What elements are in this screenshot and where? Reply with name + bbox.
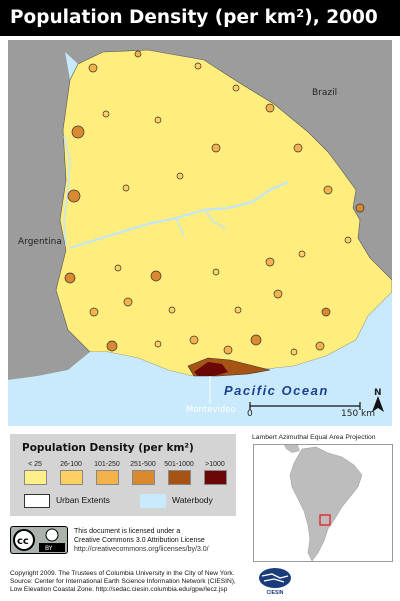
license-text: This document is licensed under a Creati… [74,527,249,554]
footer-source: Source: Center for International Earth S… [10,578,236,586]
ciesin-globe-icon [259,568,291,588]
scale-bar: 0 150 km [247,402,375,419]
main-map: Brazil Argentina Pacific Ocean Montevide… [8,40,392,426]
cc-icon-text: cc [17,536,29,547]
license-url-link[interactable]: http://creativecommons.org/licenses/by/3… [74,546,209,553]
urban-extents-label: Urban Extents [56,495,110,505]
inset-map-canvas [284,445,363,561]
legend-class: >1000 [200,460,230,490]
central-america-shape [284,445,300,453]
license-line-1: This document is licensed under a [74,528,181,535]
legend-class: < 25 [20,460,50,490]
legend-class-swatch [203,470,227,485]
legend-waterbody: Waterbody [140,494,230,508]
inset-locator-map [253,444,393,562]
argentina-land [8,40,90,380]
scale-start-label: 0 [247,409,253,419]
legend-title: Population Density (per km²) [22,442,194,454]
plata-estuary [8,292,392,426]
argentina-label: Argentina [18,237,62,247]
main-map-canvas: Brazil Argentina Pacific Ocean Montevide… [8,40,392,426]
legend-class-label: < 25 [28,461,42,468]
footer-dataset-name: Low Elevation Coastal Zone. [10,586,94,594]
legend-class: 501-1000 [164,460,194,490]
legend-class-label: >1000 [205,461,225,468]
legend-urban-extents: Urban Extents [24,494,124,508]
brazil-land [63,40,392,280]
legend-classes: < 25 26-100 101-250 251-500 501-1000 >10… [20,460,230,490]
footer-credits: Copyright 2009. The Trustees of Columbia… [10,570,255,595]
legend-class: 26-100 [56,460,86,490]
legend-class-label: 101-250 [94,461,120,468]
urban-extents-group [64,50,365,356]
reservoir-branch [175,209,227,237]
waterbody-swatch [140,494,166,508]
legend-class: 251-500 [128,460,158,490]
ciesin-logo-icon [256,566,294,594]
legend: Population Density (per km²) < 25 26-100… [10,434,236,516]
legend-class-swatch [95,470,119,485]
legend-class-swatch [23,470,47,485]
legend-class-swatch [59,470,83,485]
western-river [63,135,71,247]
scale-end-label: 150 km [341,409,375,419]
footer-copyright: Copyright 2009. The Trustees of Columbia… [10,570,235,577]
footer-dataset: Low Elevation Coastal Zone. http://sedac… [10,586,255,594]
urban-extents-swatch [24,494,50,508]
legend-class-label: 251-500 [130,461,156,468]
by-icon-text: BY [45,545,53,552]
brazil-label: Brazil [312,88,337,98]
legend-class-label: 501-1000 [164,461,194,468]
ciesin-logo-text: CIESIN [266,590,284,596]
north-label: N [374,388,382,398]
legend-class-swatch [167,470,191,485]
uruguay-locator-box [319,514,331,526]
city-label: Montevideo [186,405,236,415]
montevideo-core [194,362,228,376]
legend-class: 101-250 [92,460,122,490]
cc-badge-icon: cc BY [13,528,65,552]
map-title: Population Density (per km²), 2000 [0,0,400,36]
projection-label: Lambert Azimuthal Equal Area Projection [252,434,376,441]
cc-license-icon: cc BY [10,526,68,554]
license-line-2: Creative Commons 3.0 Attribution License [74,537,205,544]
ocean-label: Pacific Ocean [224,383,329,398]
waterbody-label: Waterbody [172,495,213,505]
footer-dataset-url-link[interactable]: http://sedac.ciesin.columbia.edu/gpw/lec… [95,586,228,594]
north-arrow-icon: N [372,388,384,412]
south-america-shape [289,446,363,561]
legend-class-swatch [131,470,155,485]
legend-class-label: 26-100 [60,461,82,468]
